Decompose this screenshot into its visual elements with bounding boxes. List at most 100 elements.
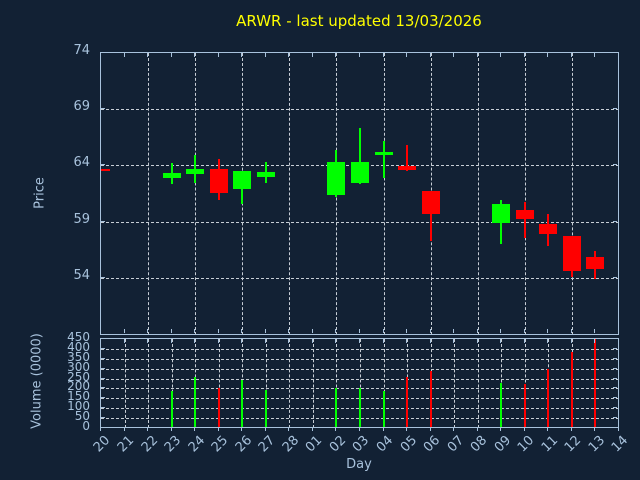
x-tick: [217, 53, 219, 57]
x-tick: [406, 427, 408, 431]
price-tick-label: 69: [73, 99, 90, 115]
x-tick: [241, 53, 243, 57]
x-tick: [170, 329, 172, 333]
volume-bar-day-27: [264, 390, 267, 427]
volume-bar-day-11: [547, 368, 550, 427]
x-tick: [500, 339, 502, 343]
x-tick: [382, 427, 384, 431]
x-tick: [147, 427, 149, 431]
x-tick: [429, 53, 431, 57]
volume-panel: [100, 338, 619, 428]
volume-gridline-v: [477, 339, 479, 427]
x-tick: [335, 53, 337, 57]
x-tick: [335, 339, 337, 343]
volume-tick-label: 0: [82, 419, 90, 433]
x-tick: [570, 339, 572, 343]
volume-tick: [101, 367, 105, 369]
x-tick: [241, 427, 243, 431]
x-tick-label: 05: [397, 433, 420, 456]
volume-bar-day-05: [406, 376, 409, 427]
candle-body-day-26: [233, 170, 252, 189]
volume-tick: [101, 387, 105, 389]
price-gridline-v: [383, 53, 385, 334]
candle-body-day-27: [256, 172, 275, 177]
volume-tick: [613, 417, 617, 419]
x-tick: [594, 53, 596, 57]
x-tick: [288, 53, 290, 57]
price-tick-label: 64: [73, 155, 90, 171]
x-tick-label: 20: [91, 433, 114, 456]
candle-body-day-25: [209, 168, 228, 194]
x-tick: [406, 329, 408, 333]
x-tick: [523, 427, 525, 431]
candle-body-day-24: [186, 168, 205, 175]
volume-tick: [613, 347, 617, 349]
x-tick-label: 01: [303, 433, 326, 456]
x-tick: [241, 339, 243, 343]
volume-bar-day-03: [359, 388, 361, 427]
volume-gridline-h: [101, 358, 618, 360]
x-tick: [359, 53, 360, 57]
x-tick: [170, 53, 172, 57]
candle-body-day-12: [562, 236, 581, 271]
x-tick: [382, 339, 384, 343]
volume-gridline-v: [312, 339, 314, 427]
volume-gridline-v: [171, 339, 173, 427]
price-tick: [613, 52, 617, 53]
x-tick: [476, 53, 478, 57]
volume-tick: [101, 347, 105, 349]
candle-body-day-23: [162, 173, 181, 178]
volume-tick-label: 300: [67, 359, 90, 374]
volume-gridline-v: [289, 339, 291, 427]
price-tick: [101, 220, 105, 222]
volume-gridline-v: [218, 339, 220, 427]
price-gridline-h: [101, 109, 618, 111]
price-panel: [100, 52, 619, 335]
candle-wick-day-06: [429, 191, 432, 241]
candle-body-day-20: [101, 168, 110, 171]
x-tick: [264, 329, 266, 333]
price-gridline-v: [571, 53, 573, 334]
x-tick: [288, 427, 290, 431]
x-tick-label: 11: [538, 433, 561, 456]
x-tick-label: 04: [373, 433, 397, 456]
volume-tick: [613, 427, 617, 428]
x-tick: [594, 329, 596, 333]
x-tick: [500, 53, 502, 57]
candle-body-day-11: [539, 223, 558, 234]
x-tick: [359, 329, 360, 333]
price-tick: [613, 108, 617, 110]
volume-gridline-h: [101, 378, 618, 380]
x-tick-label: 09: [491, 433, 514, 456]
volume-bar-day-23: [170, 391, 173, 427]
x-tick: [194, 427, 196, 431]
x-tick: [453, 427, 455, 431]
volume-tick: [613, 367, 617, 369]
x-tick-label: 03: [350, 433, 373, 456]
x-tick: [382, 53, 384, 57]
volume-tick-label: 100: [67, 399, 90, 414]
price-tick: [613, 276, 617, 278]
candle-wick-day-05: [406, 145, 409, 171]
chart-title: ARWR - last updated 13/03/2026: [236, 12, 482, 30]
volume-tick-label: 350: [67, 349, 90, 364]
x-tick: [547, 53, 549, 57]
x-tick-label: 21: [114, 433, 138, 456]
candle-body-day-02: [327, 161, 346, 195]
x-tick: [335, 329, 337, 333]
volume-gridline-v: [124, 339, 126, 427]
x-tick-label: 27: [256, 433, 279, 456]
volume-gridline-v: [148, 339, 150, 427]
x-tick: [429, 427, 431, 431]
x-tick: [476, 427, 478, 431]
volume-bar-day-02: [335, 388, 338, 427]
volume-tick-label: 400: [67, 339, 90, 354]
volume-tick: [613, 357, 617, 359]
volume-tick-label: 450: [67, 330, 90, 344]
x-tick: [570, 427, 572, 431]
volume-gridline-v: [454, 339, 456, 427]
volume-gridline-v: [265, 339, 267, 427]
price-tick-label: 59: [73, 211, 90, 227]
x-tick: [406, 53, 408, 57]
